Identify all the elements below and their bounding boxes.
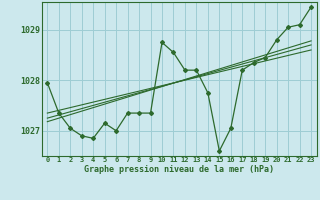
X-axis label: Graphe pression niveau de la mer (hPa): Graphe pression niveau de la mer (hPa) (84, 165, 274, 174)
